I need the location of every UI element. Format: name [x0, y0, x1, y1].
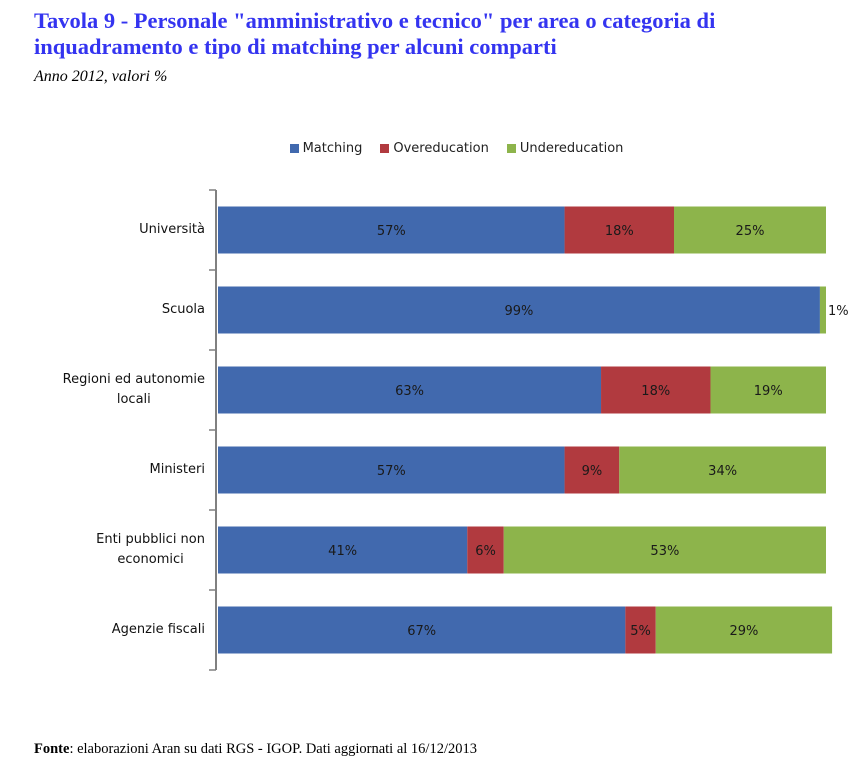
legend-swatch-overeducation — [380, 144, 390, 153]
bar-segment-overeducation — [467, 526, 504, 574]
legend-label-matching: Matching — [302, 141, 363, 156]
legend-item-undereducation: Undereducation — [506, 141, 624, 156]
legend-swatch-matching — [289, 144, 299, 153]
data-label-undereducation: 25% — [736, 224, 765, 239]
page-subtitle: Anno 2012, valori % — [34, 68, 168, 85]
category-label-line: economici — [117, 552, 184, 567]
data-label-undereducation: 19% — [754, 384, 783, 399]
category-label: Agenzie fiscali — [0, 620, 205, 640]
page-title: Tavola 9 - Personale "amministrativo e t… — [34, 8, 716, 59]
data-label-overeducation: 18% — [641, 384, 670, 399]
bar-segment-undereducation — [710, 366, 826, 414]
category-label: Regioni ed autonomie locali — [0, 370, 205, 410]
data-label-matching: 57% — [377, 464, 406, 479]
legend-swatch-undereducation — [506, 144, 516, 153]
category-label-line: Università — [139, 222, 205, 237]
bar-segment-matching — [218, 606, 626, 654]
data-label-matching: 99% — [505, 304, 534, 319]
data-label-undereducation: 29% — [729, 624, 758, 639]
category-label-line: Agenzie fiscali — [111, 622, 205, 637]
bar-segment-matching — [218, 206, 565, 254]
data-label-overeducation: 5% — [630, 624, 651, 639]
category-label: Enti pubblici non economici — [0, 530, 205, 570]
data-label-undereducation: 1% — [828, 304, 849, 319]
data-label-overeducation: 18% — [605, 224, 634, 239]
data-label-matching: 57% — [377, 224, 406, 239]
bar-segment-undereducation — [819, 286, 826, 334]
category-label-line: Scuola — [161, 302, 205, 317]
footer-label: Fonte — [34, 741, 70, 757]
bar-segment-matching — [218, 446, 565, 494]
legend-label-overeducation: Overeducation — [393, 141, 489, 156]
category-label-text: Agenzie fiscali — [112, 620, 205, 640]
category-label-line: Enti pubblici non — [96, 532, 205, 547]
bar-segment-matching — [218, 366, 602, 414]
data-label-overeducation: 6% — [475, 544, 496, 559]
bar-segment-overeducation — [601, 366, 711, 414]
bar-segment-undereducation — [674, 206, 826, 254]
category-label-line: locali — [116, 392, 151, 407]
category-label-line: Ministeri — [149, 462, 205, 477]
bar-segment-undereducation — [655, 606, 833, 654]
footer-text: : elaborazioni Aran su dati RGS - IGOP. … — [69, 741, 477, 757]
category-label-text: Enti pubblici non economici — [96, 530, 205, 570]
category-label: Ministeri — [0, 460, 205, 480]
category-label-text: Università — [139, 220, 205, 240]
data-label-undereducation: 34% — [708, 464, 737, 479]
bar-segment-overeducation — [625, 606, 656, 654]
category-label-line: Regioni ed autonomie — [62, 372, 205, 387]
legend-item-matching: Matching — [289, 141, 363, 156]
bar-segment-overeducation — [564, 206, 674, 254]
category-label-text: Regioni ed autonomie locali — [63, 370, 205, 410]
legend-item-overeducation: Overeducation — [380, 141, 489, 156]
data-label-undereducation: 53% — [650, 544, 679, 559]
category-label: Scuola — [0, 300, 205, 320]
chart-legend: Matching Overeducation Undereducation — [0, 141, 865, 156]
source-footer: Fonte: elaborazioni Aran su dati RGS - I… — [34, 741, 477, 758]
bar-segment-matching — [218, 526, 468, 574]
bar-segment-undereducation — [619, 446, 826, 494]
bar-segment-overeducation — [564, 446, 620, 494]
bar-segment-undereducation — [503, 526, 826, 574]
data-label-overeducation: 9% — [582, 464, 603, 479]
data-label-matching: 67% — [407, 624, 436, 639]
category-label: Università — [0, 220, 205, 240]
legend-label-undereducation: Undereducation — [519, 141, 624, 156]
bar-segment-matching — [218, 286, 820, 334]
category-label-text: Scuola — [162, 300, 205, 320]
data-label-matching: 63% — [395, 384, 424, 399]
data-label-matching: 41% — [328, 544, 357, 559]
category-label-text: Ministeri — [149, 460, 205, 480]
